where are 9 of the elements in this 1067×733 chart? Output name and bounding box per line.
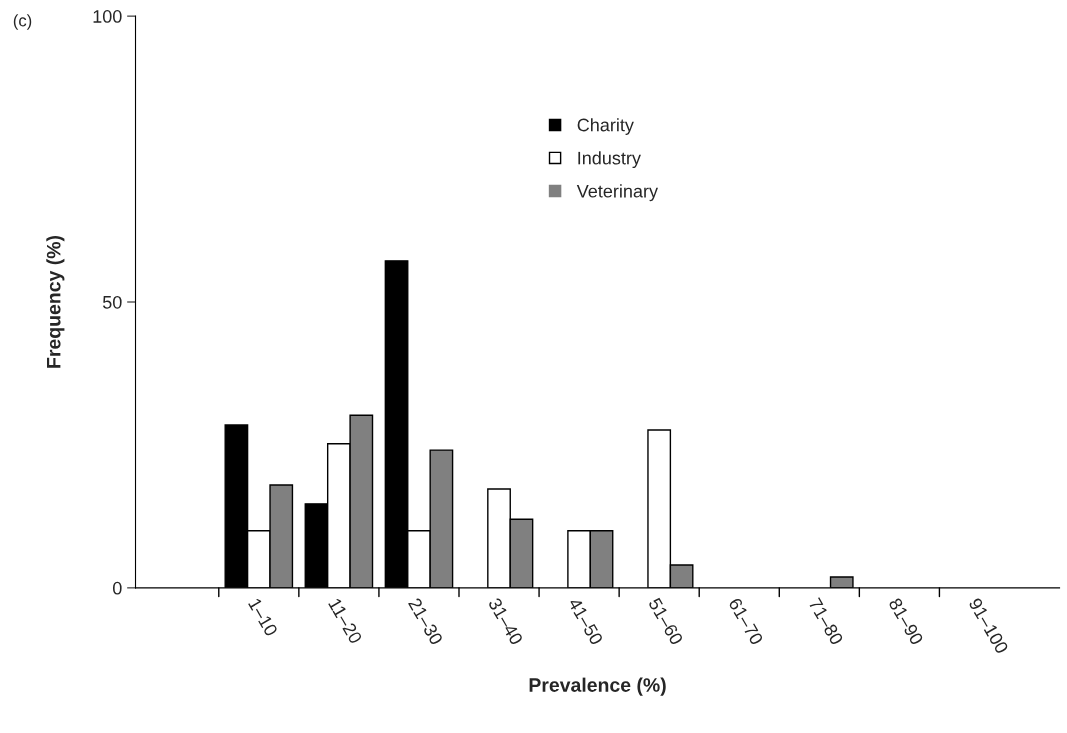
legend-label: Charity: [577, 118, 634, 135]
y-axis-title: Frequency (%): [46, 235, 65, 368]
legend-label: Industry: [578, 151, 641, 169]
x-axis-title: Prevalence (%): [529, 677, 666, 696]
text: (c): [13, 14, 32, 30]
legend-label: Veterinary: [576, 184, 658, 202]
y-tick-label: 50: [102, 295, 122, 309]
y-tick-label: 0: [112, 581, 122, 595]
y-tick-label: 100: [93, 10, 122, 23]
